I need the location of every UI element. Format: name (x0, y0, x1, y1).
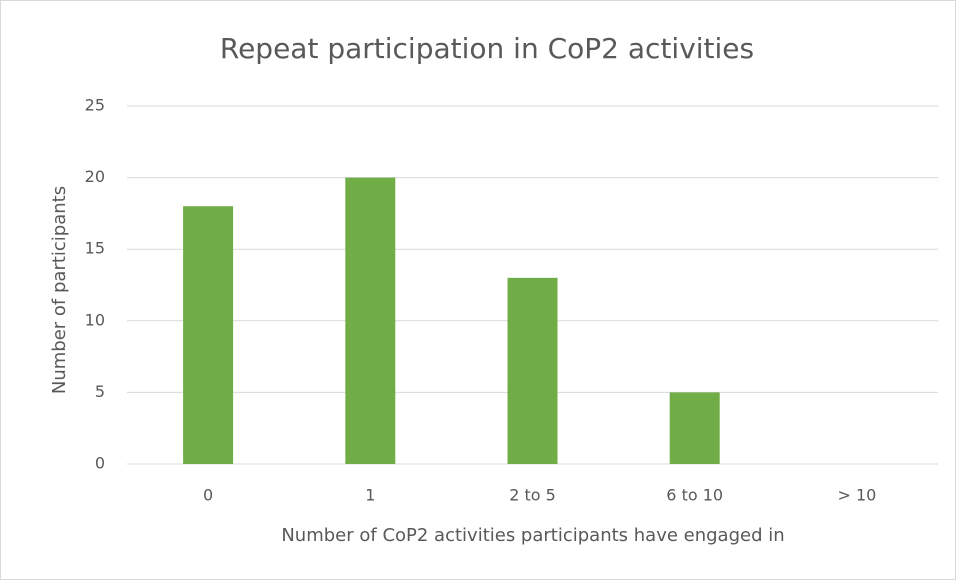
y-axis-title: Number of participants (49, 186, 70, 394)
chart-title: Repeat participation in CoP2 activities (220, 32, 754, 65)
bar (183, 206, 234, 465)
x-tick-label: 0 (203, 486, 213, 505)
bar (507, 277, 558, 464)
y-tick-label: 25 (85, 96, 105, 115)
x-tick-label: 6 to 10 (666, 486, 723, 505)
y-tick-label: 15 (85, 239, 105, 258)
y-tick-label: 10 (85, 310, 105, 329)
x-tick-label: 1 (365, 486, 375, 505)
y-tick-label: 0 (95, 454, 105, 473)
x-tick-label: 2 to 5 (509, 486, 556, 505)
x-axis-title: Number of CoP2 activities participants h… (281, 525, 784, 546)
bar (345, 177, 396, 464)
y-tick-label: 5 (95, 382, 105, 401)
y-tick-label: 20 (85, 167, 105, 186)
bar (669, 392, 720, 464)
x-tick-label: > 10 (837, 486, 876, 505)
